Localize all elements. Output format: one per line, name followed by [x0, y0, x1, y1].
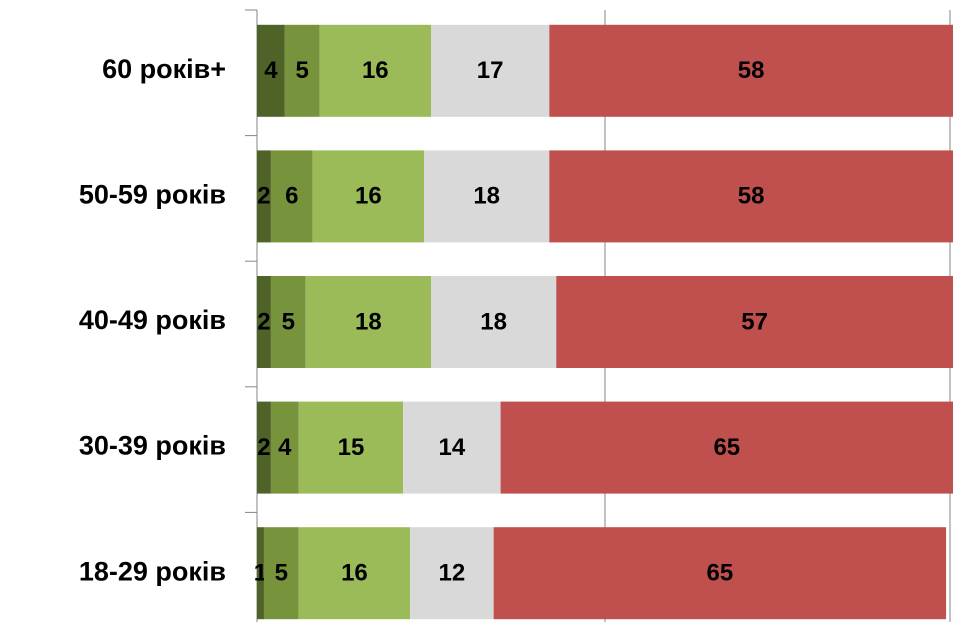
data-label: 65: [713, 434, 740, 461]
data-label: 4: [278, 434, 292, 461]
data-label: 18: [480, 308, 507, 335]
data-label: 14: [439, 434, 466, 461]
category-label: 18-29 років: [79, 556, 226, 586]
bar-segment: [257, 24, 285, 117]
data-label: 57: [741, 308, 768, 335]
data-label: 12: [439, 560, 466, 587]
data-label: 15: [338, 434, 365, 461]
bar-segment: [263, 527, 299, 620]
bar-segment: [549, 150, 953, 243]
data-label: 58: [738, 57, 765, 84]
bar-segment: [257, 527, 264, 620]
category-label: 30-39 років: [79, 431, 226, 461]
bar-segment: [403, 401, 501, 494]
data-label: 2: [257, 434, 270, 461]
bar-segment: [257, 401, 271, 494]
data-label: 4: [264, 57, 278, 84]
data-label: 58: [738, 183, 765, 210]
bar-segment: [270, 276, 306, 368]
bar-segment: [298, 527, 411, 620]
category-label: 50-59 років: [79, 180, 226, 210]
category-label: 40-49 років: [79, 305, 226, 335]
bar-segment: [410, 527, 494, 620]
bar-segment: [424, 150, 550, 243]
bar-segment: [305, 276, 431, 368]
bar-segment: [319, 24, 431, 117]
data-label: 18: [355, 308, 382, 335]
bar-segment: [270, 401, 299, 494]
data-label: 16: [341, 560, 368, 587]
data-label: 6: [285, 183, 298, 210]
bar-segment: [556, 276, 953, 368]
bar-segment: [257, 150, 271, 243]
data-label: 16: [362, 57, 389, 84]
data-label: 1: [254, 560, 267, 587]
bar-segment: [270, 150, 313, 243]
bar-segment: [257, 276, 271, 368]
bar-segment: [500, 401, 953, 494]
data-label: 17: [477, 57, 504, 84]
bar-segment: [549, 24, 953, 117]
data-label: 16: [355, 183, 382, 210]
bar-segment: [431, 276, 557, 368]
data-label: 2: [257, 183, 270, 210]
data-label: 5: [282, 308, 295, 335]
data-label: 5: [275, 560, 288, 587]
bar-segment: [493, 527, 947, 620]
bar-segment: [284, 24, 320, 117]
data-label: 65: [706, 560, 733, 587]
category-label: 60 років+: [102, 54, 226, 84]
bar-segment: [312, 150, 425, 243]
bar-segment: [298, 401, 404, 494]
data-label: 5: [296, 57, 309, 84]
data-label: 18: [473, 183, 500, 210]
bar-segment: [431, 24, 550, 117]
data-label: 2: [257, 308, 270, 335]
